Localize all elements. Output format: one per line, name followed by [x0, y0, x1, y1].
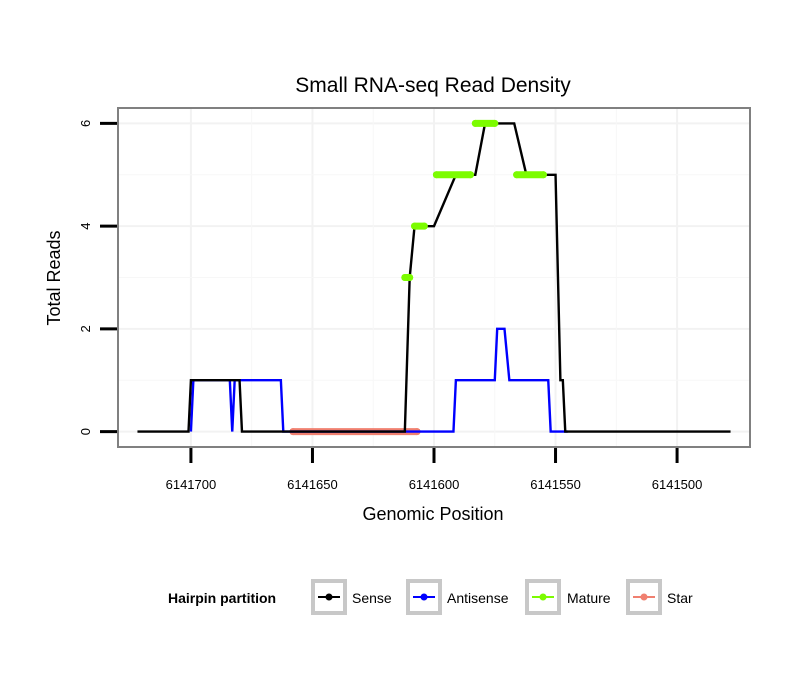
y-tick-label: 4	[78, 223, 93, 230]
x-axis-label: Genomic Position	[362, 504, 503, 524]
series-mature-point	[401, 274, 409, 281]
x-tick-label: 6141700	[166, 477, 217, 492]
series-mature-point	[432, 171, 440, 179]
legend-item-star: Star	[626, 579, 693, 615]
series-mature-point	[513, 171, 521, 179]
legend-label-antisense: Antisense	[447, 590, 509, 606]
series-mature-point	[406, 274, 414, 281]
legend-item-mature: Mature	[525, 579, 611, 615]
y-tick-label: 6	[78, 120, 93, 127]
y-axis-label: Total Reads	[44, 230, 64, 325]
x-tick-label: 6141550	[530, 477, 581, 492]
y-tick-label: 2	[78, 325, 93, 332]
axes: 6141700 6141650 6141600 6141550 6141500 0 2 4 6	[78, 120, 702, 492]
legend-item-antisense: Antisense	[406, 579, 509, 615]
legend-dot-sense	[325, 593, 333, 601]
x-tick-label: 6141600	[409, 477, 460, 492]
legend: Hairpin partition Sense Antisense Mature…	[168, 579, 693, 615]
series-antisense-line	[189, 327, 568, 433]
legend-title: Hairpin partition	[168, 590, 276, 606]
legend-label-mature: Mature	[567, 590, 611, 606]
legend-dot-star	[640, 593, 648, 601]
legend-label-star: Star	[667, 590, 693, 606]
series-mature-point	[539, 171, 547, 179]
series-mature-point	[491, 119, 499, 127]
series-mature-point	[471, 119, 479, 127]
x-tick-label: 6141500	[652, 477, 703, 492]
series-mature-point	[411, 222, 419, 230]
legend-label-sense: Sense	[352, 590, 392, 606]
y-tick-label: 0	[78, 428, 93, 435]
chart-title: Small RNA-seq Read Density	[295, 74, 571, 97]
plot-panel-border	[117, 107, 751, 448]
x-tick-label: 6141650	[287, 477, 338, 492]
plot-series	[137, 119, 731, 436]
series-mature-point	[466, 171, 474, 179]
legend-item-sense: Sense	[311, 579, 392, 615]
series-mature-point	[420, 222, 428, 230]
legend-dot-antisense	[420, 593, 428, 601]
legend-dot-mature	[539, 593, 547, 601]
